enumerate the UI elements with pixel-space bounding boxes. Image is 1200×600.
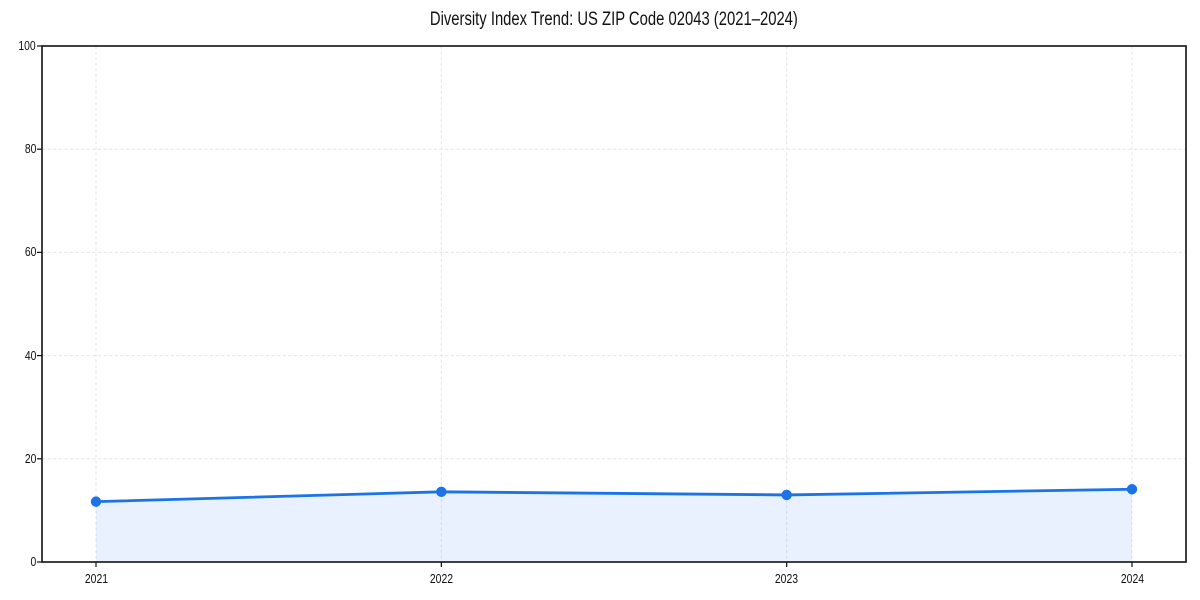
data-point-marker bbox=[436, 486, 447, 498]
chart-title-text: Diversity Index Trend: US ZIP Code 02043… bbox=[430, 9, 798, 30]
x-tick-label: 2022 bbox=[429, 571, 453, 586]
data-point-marker bbox=[90, 496, 102, 507]
y-tick-label: 80 bbox=[24, 141, 36, 157]
y-tick-label: 60 bbox=[24, 244, 36, 260]
y-tick-label: 100 bbox=[18, 38, 36, 53]
x-tick-label: 2024 bbox=[1120, 571, 1144, 586]
chart-title: Diversity Index Trend: US ZIP Code 02043… bbox=[42, 9, 1186, 31]
data-line bbox=[94, 487, 1134, 504]
x-tick-label: 2021 bbox=[84, 571, 108, 586]
data-point-marker bbox=[781, 489, 792, 501]
y-tick-label: 40 bbox=[24, 347, 36, 363]
x-tick-label: 2023 bbox=[775, 571, 799, 586]
y-tick-label: 20 bbox=[24, 450, 36, 466]
y-tick-label: 0 bbox=[30, 554, 36, 569]
data-point-marker bbox=[1126, 484, 1138, 495]
plot-border bbox=[41, 45, 1187, 563]
area-fill bbox=[96, 489, 1132, 562]
